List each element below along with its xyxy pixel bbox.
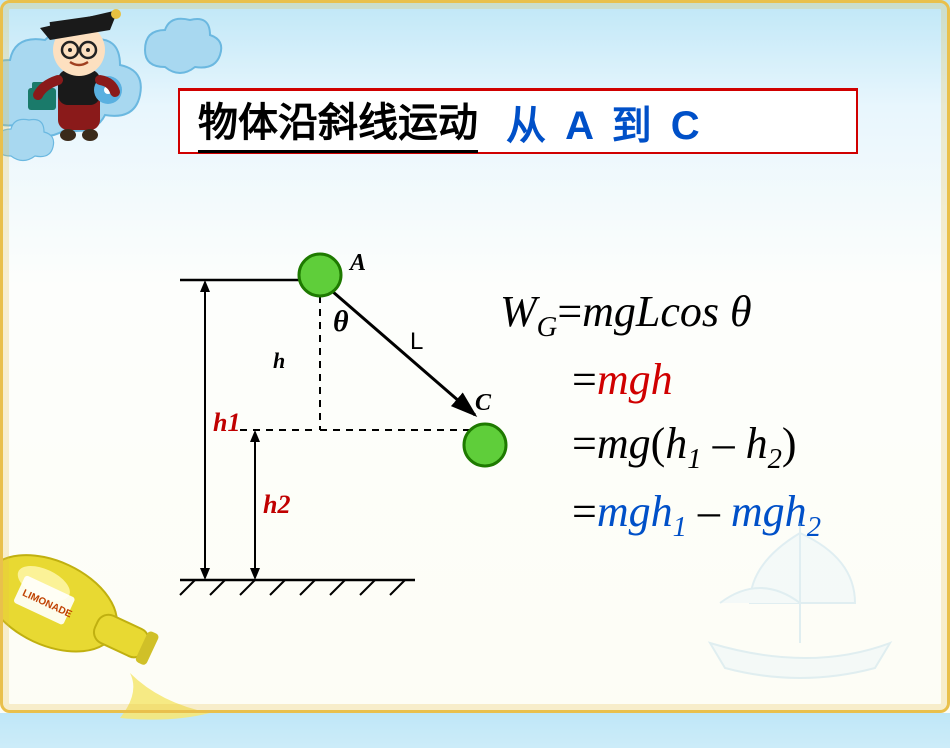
label-A: A (350, 250, 366, 277)
equation-line-3: =mg(h1 – h2) (500, 412, 821, 480)
scholar-mascot (10, 0, 140, 150)
title-text-sub: 从 A 到 C (506, 93, 704, 151)
equation-line-2: =mgh (500, 348, 821, 412)
label-theta: θ (333, 305, 349, 339)
label-h: h (273, 348, 285, 374)
label-C: C (475, 390, 491, 417)
equation-line-1: WG=mgLcos θ (500, 280, 821, 348)
cloud-decoration-2 (140, 15, 230, 75)
label-h1: h1 (213, 408, 240, 438)
bottle-decoration: LIMONADE (0, 443, 230, 743)
ship-decoration (690, 503, 910, 683)
title-text-main: 物体沿斜线运动 (198, 90, 478, 153)
slide-title: 物体沿斜线运动 从 A 到 C (178, 88, 858, 154)
label-L: L (410, 328, 423, 356)
label-h2: h2 (263, 490, 290, 520)
